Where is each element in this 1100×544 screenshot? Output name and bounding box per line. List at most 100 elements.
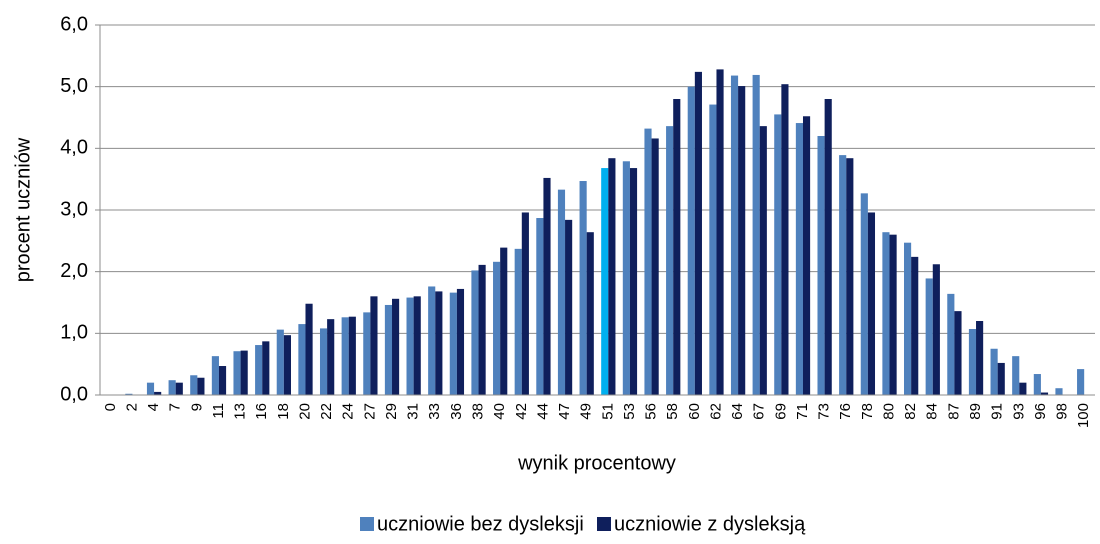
bar — [586, 232, 594, 395]
bar — [125, 393, 133, 395]
bar — [471, 270, 479, 395]
bar — [557, 189, 566, 395]
bar — [392, 298, 400, 395]
bar — [255, 345, 263, 395]
x-tick-label: 20 — [296, 403, 313, 420]
bar — [709, 104, 717, 396]
bar — [947, 293, 955, 395]
x-tick-label: 100 — [1075, 403, 1092, 428]
bar — [673, 99, 681, 395]
x-tick-label: 64 — [729, 403, 746, 420]
bar — [802, 116, 811, 396]
bar — [218, 366, 227, 395]
bar — [319, 328, 328, 395]
x-tick-label: 38 — [470, 403, 487, 420]
bar — [925, 278, 933, 395]
legend-label: uczniowie z dysleksją — [614, 513, 806, 535]
x-tick-label: 98 — [1054, 403, 1071, 420]
x-tick-label: 40 — [491, 403, 508, 420]
bar — [536, 218, 544, 395]
bar — [882, 232, 890, 395]
bar — [759, 126, 767, 395]
bar — [478, 264, 486, 395]
bar — [428, 286, 436, 395]
x-tick-label: 18 — [275, 403, 292, 420]
x-tick-label: 73 — [816, 403, 833, 420]
x-tick-label: 27 — [361, 403, 378, 420]
bar — [608, 158, 616, 395]
bar — [521, 212, 529, 395]
bar — [1012, 356, 1020, 395]
x-tick-label: 31 — [405, 403, 422, 420]
x-tick-label: 11 — [210, 403, 227, 419]
bar — [622, 161, 630, 395]
bar — [327, 319, 335, 395]
bar — [774, 114, 782, 396]
x-tick-label: 51 — [599, 403, 616, 420]
bar — [1077, 369, 1085, 395]
bar — [904, 242, 912, 395]
y-tick-label: 3,0 — [60, 198, 88, 220]
x-axis-title: wynik procentowy — [517, 452, 676, 474]
bar — [817, 136, 825, 395]
bar — [449, 292, 457, 395]
bar — [889, 234, 897, 395]
x-tick-label: 56 — [643, 403, 660, 420]
bar — [456, 288, 465, 395]
x-tick-label: 0 — [102, 403, 119, 411]
bar — [579, 181, 587, 395]
x-tick-label: 33 — [426, 403, 443, 420]
bar — [175, 382, 183, 395]
x-tick-label: 47 — [556, 403, 573, 420]
bar — [1019, 382, 1027, 395]
bar — [601, 168, 609, 395]
bar — [990, 348, 998, 395]
bar — [348, 316, 356, 395]
bar — [341, 317, 349, 395]
x-tick-label: 80 — [880, 403, 897, 420]
y-axis-title: procent uczniów — [12, 137, 34, 282]
bar — [781, 84, 789, 395]
y-tick-label: 2,0 — [60, 260, 88, 282]
x-tick-label: 76 — [837, 403, 854, 420]
x-tick-label: 24 — [340, 403, 357, 420]
bar — [1055, 388, 1063, 395]
x-tick-label: 29 — [383, 403, 400, 420]
bar — [738, 86, 746, 396]
bar — [687, 86, 695, 396]
bar — [860, 193, 868, 395]
bar — [694, 71, 702, 395]
bar — [911, 256, 919, 395]
x-tick-label: 91 — [989, 403, 1006, 420]
bar — [240, 350, 248, 395]
bar — [752, 74, 760, 395]
bar — [514, 248, 522, 395]
legend-swatch — [360, 517, 374, 531]
bar — [233, 351, 241, 395]
bar — [1033, 374, 1041, 395]
x-tick-label: 36 — [448, 403, 465, 420]
bar — [976, 321, 984, 395]
x-tick-label: 96 — [1032, 403, 1049, 420]
bar — [146, 382, 155, 395]
x-tick-label: 53 — [621, 403, 638, 420]
bar — [384, 304, 393, 395]
bar — [651, 138, 659, 395]
bar — [211, 356, 219, 395]
bar — [932, 264, 940, 395]
x-tick-label: 84 — [924, 403, 941, 420]
x-tick-label: 62 — [707, 403, 724, 420]
bar — [795, 123, 803, 396]
bar — [370, 296, 378, 395]
y-tick-label: 5,0 — [60, 75, 88, 97]
bar — [435, 291, 443, 395]
bar — [283, 335, 291, 395]
x-tick-label: 82 — [902, 403, 919, 420]
bar — [629, 168, 638, 395]
x-tick-label: 89 — [967, 403, 984, 420]
bar — [565, 219, 573, 395]
bar — [298, 324, 306, 395]
x-tick-label: 71 — [794, 403, 811, 420]
y-tick-label: 1,0 — [60, 322, 88, 344]
